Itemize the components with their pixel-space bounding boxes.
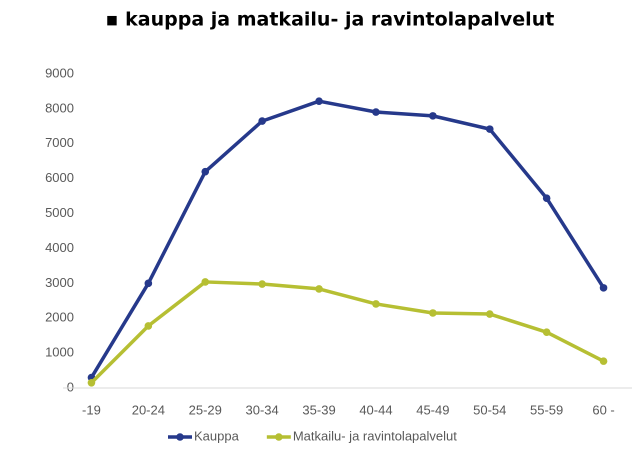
point [315,97,323,106]
x-tick-label: 35-39 [302,402,335,417]
y-tick-label: 5000 [45,205,74,220]
y-tick-label: 4000 [45,240,74,255]
point [144,279,153,288]
point [372,300,380,308]
chart-title: ▪ kauppa ja matkailu- ja ravintolapalvel… [106,9,555,31]
y-tick-label: 6000 [45,170,74,185]
x-tick-label: 50-54 [473,402,506,417]
x-tick-label: -19 [82,402,101,417]
point [429,112,437,120]
point [201,278,210,286]
point [258,117,266,125]
y-tick-label: 3000 [45,275,74,290]
y-tick-label: 9000 [45,65,74,80]
point [144,322,153,330]
point [87,378,96,387]
legend-marker [176,433,184,441]
x-tick-label: 30-34 [246,402,279,417]
point [485,310,494,318]
point [599,284,608,292]
y-tick-label: 0 [67,379,74,394]
series-line [89,99,606,379]
legend-marker [275,433,283,441]
series-line [90,280,605,385]
point [542,194,551,203]
point [485,125,494,133]
point [372,108,380,116]
x-tick-label: 45-49 [416,402,449,417]
y-tick-label: 8000 [45,100,74,115]
legend-label: Matkailu- ja ravintolapalvelut [293,428,457,443]
x-tick-label: 25-29 [189,402,222,417]
x-tick-label: 20-24 [132,402,165,417]
legend-label: Kauppa [194,428,240,443]
point [542,328,551,336]
y-tick-label: 1000 [45,345,74,360]
point [258,280,266,288]
point [315,285,323,293]
y-tick-label: 7000 [45,135,74,150]
point [201,167,210,176]
x-tick-label: 60 - [592,402,614,417]
y-tick-label: 2000 [45,310,74,325]
x-tick-label: 40-44 [359,402,392,417]
x-tick-label: 55-59 [530,402,563,417]
point [599,357,608,365]
point [429,309,437,317]
